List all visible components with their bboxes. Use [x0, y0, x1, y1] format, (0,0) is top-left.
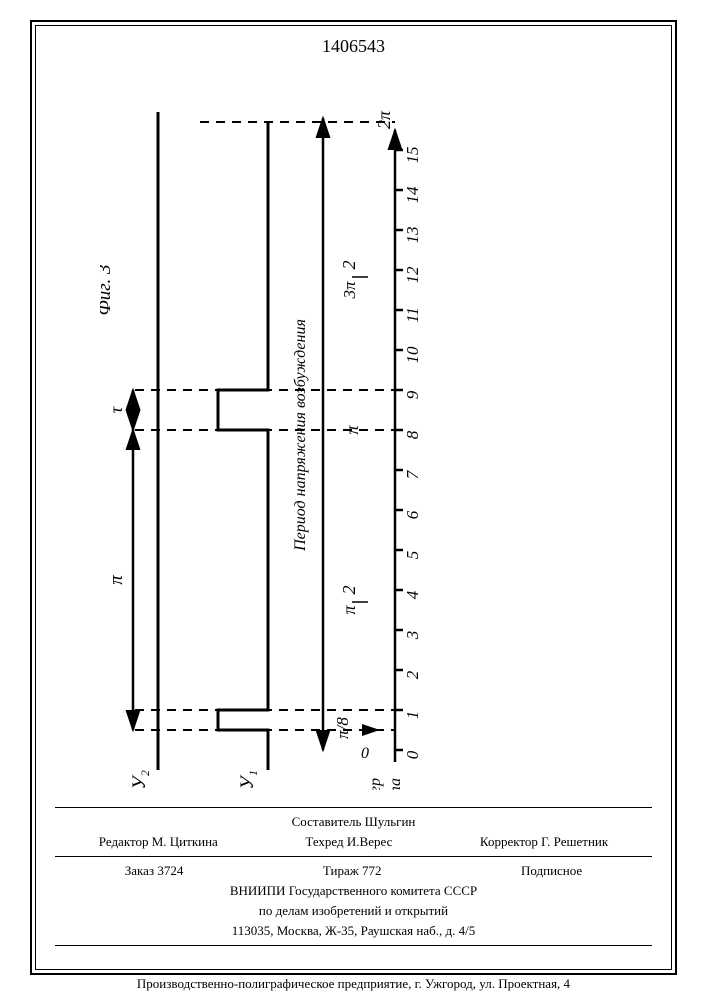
- tick-label: 0: [403, 750, 422, 759]
- document-number: 1406543: [322, 36, 385, 57]
- tech: Техред И.Верес: [305, 834, 392, 850]
- tick-label: 6: [403, 510, 422, 519]
- tick-label: 5: [403, 551, 422, 560]
- tick-label: 7: [403, 469, 422, 479]
- svg-text:2π: 2π: [374, 110, 394, 129]
- editor: Редактор М. Циткина: [99, 834, 218, 850]
- tirage: Тираж 772: [323, 863, 382, 879]
- order: Заказ 3724: [125, 863, 184, 879]
- svg-text:У₂: У₂: [129, 770, 150, 790]
- svg-text:3π: 3π: [340, 281, 359, 300]
- tick-label: 10: [403, 346, 422, 364]
- tick-label: 4: [403, 590, 422, 599]
- svg-text:такта: такта: [387, 778, 404, 790]
- footer: Составитель Шульгин Редактор М. Циткина …: [55, 803, 652, 950]
- tick-label: 12: [403, 266, 422, 284]
- tick-label: 13: [403, 227, 422, 244]
- tick-label: 15: [403, 147, 422, 164]
- timing-diagram: 0123456789101112131415 Номер такта 0 π/8…: [100, 90, 560, 790]
- svg-text:τ: τ: [106, 406, 126, 413]
- svg-text:2: 2: [339, 586, 359, 595]
- roles-row: Редактор М. Циткина Техред И.Верес Корре…: [55, 832, 652, 852]
- svg-text:0: 0: [361, 745, 369, 762]
- svg-text:Период напряжения возбуждения: Период напряжения возбуждения: [292, 319, 309, 552]
- tick-label: 14: [403, 186, 422, 204]
- tick-label: 2: [403, 670, 422, 679]
- org1: ВНИИПИ Государственного комитета СССР: [55, 881, 652, 901]
- addr: 113035, Москва, Ж-35, Раушская наб., д. …: [55, 921, 652, 941]
- svg-text:π/8: π/8: [333, 717, 352, 739]
- tick-label: 3: [403, 631, 422, 641]
- sub: Подписное: [521, 863, 582, 879]
- svg-text:π: π: [106, 575, 127, 585]
- svg-text:π: π: [339, 605, 359, 615]
- tick-label: 8: [403, 430, 422, 439]
- svg-text:2: 2: [339, 261, 359, 270]
- org2: по делам изобретений и открытий: [55, 901, 652, 921]
- corrector: Корректор Г. Решетник: [480, 834, 608, 850]
- composer-row: Составитель Шульгин: [55, 812, 652, 832]
- imprint-row: Заказ 3724 Тираж 772 Подписное: [55, 861, 652, 881]
- tick-label: 9: [403, 390, 422, 399]
- tick-label: 1: [403, 711, 422, 720]
- tick-label: 11: [403, 307, 422, 323]
- svg-text:Номер: Номер: [367, 778, 384, 790]
- printer: Производственно-полиграфическое предприя…: [50, 976, 657, 992]
- page: 1406543 0123456789101112131415 Номер так…: [0, 0, 707, 1000]
- figure-label: Фиг. 3: [100, 265, 115, 316]
- svg-text:У₁: У₁: [237, 770, 258, 789]
